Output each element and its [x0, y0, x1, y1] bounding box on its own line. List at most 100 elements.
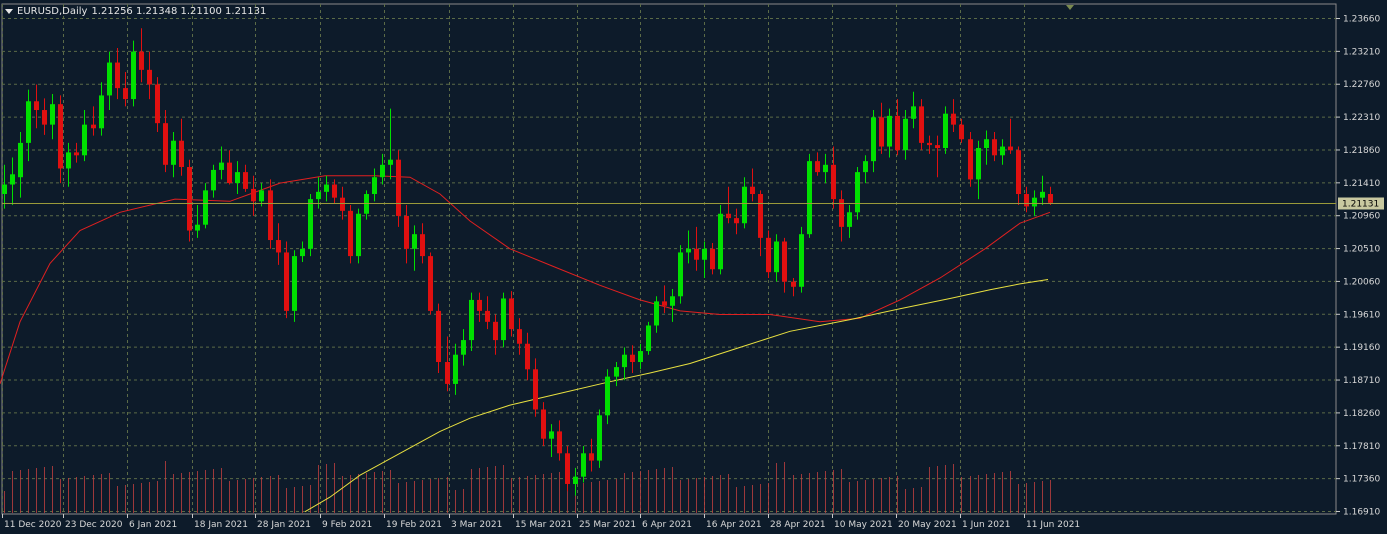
candle-body: [268, 190, 273, 241]
candle-body: [251, 188, 256, 202]
candle-body: [42, 110, 47, 125]
time-axis: 11 Dec 2020 23 Dec 2020 6 Jan 2021 18 Jan 2…: [2, 514, 1080, 530]
candle-body: [750, 186, 755, 195]
candle-body: [943, 113, 948, 149]
candle-body: [662, 301, 667, 306]
candle-body: [284, 252, 289, 311]
candle-body: [694, 248, 699, 260]
price-tick-label: 1.21860: [1343, 146, 1380, 156]
candle-body: [959, 124, 964, 140]
candle-body: [300, 248, 305, 257]
candle-body: [614, 367, 619, 377]
candle-body: [18, 142, 23, 178]
candle-body: [670, 296, 675, 306]
candle-body: [597, 415, 602, 461]
candle-body: [203, 190, 208, 225]
candle-body: [461, 340, 466, 355]
candle-body: [1032, 197, 1037, 207]
volume-histogram: [4, 461, 1051, 513]
symbol-header: EURUSD,Daily 1.21256 1.21348 1.21100 1.2…: [5, 4, 266, 18]
price-tick-label: 1.20060: [1343, 277, 1380, 287]
candle-body: [766, 237, 771, 273]
candle-body: [533, 369, 538, 410]
candle-body: [332, 184, 337, 198]
candle-body: [50, 104, 55, 125]
candle-body: [863, 161, 868, 173]
candle-body: [951, 113, 956, 125]
candle-body: [380, 164, 385, 178]
candle-body: [831, 164, 836, 200]
time-tick-label: 1 Jun 2021: [962, 520, 1010, 530]
candle-body: [340, 197, 345, 211]
candle-body: [710, 248, 715, 270]
candle-body: [678, 252, 683, 297]
time-tick-label: 20 May 2021: [898, 520, 957, 530]
price-tick-label: 1.23210: [1343, 47, 1380, 57]
candle-body: [404, 215, 409, 249]
ma-fast-line: [0, 175, 1051, 385]
price-tick-label: 1.17810: [1343, 442, 1380, 452]
candle-body: [436, 310, 441, 363]
candle-body: [211, 169, 216, 191]
candle-body: [1040, 191, 1045, 198]
candle-body: [758, 194, 763, 238]
candle-body: [774, 241, 779, 273]
candle-body: [316, 191, 321, 200]
time-tick-label: 28 Jan 2021: [257, 520, 311, 530]
candle-body: [348, 210, 353, 257]
time-tick-label: 16 Apr 2021: [706, 520, 762, 530]
time-tick-label: 18 Jan 2021: [194, 520, 248, 530]
candle-body: [992, 139, 997, 156]
candle-body: [74, 152, 79, 156]
candle-body: [356, 213, 361, 257]
candle-body: [469, 299, 474, 341]
time-tick-label: 11 Jun 2021: [1026, 520, 1080, 530]
candle-body: [276, 240, 281, 253]
candle-body: [968, 139, 973, 180]
candle-body: [742, 186, 747, 224]
price-tick-label: 1.22310: [1343, 113, 1380, 123]
candle-body: [605, 376, 610, 416]
time-tick-label: 9 Feb 2021: [322, 520, 372, 530]
candle-body: [638, 351, 643, 363]
price-tick-label: 1.23660: [1343, 15, 1380, 25]
price-tick-label: 1.20510: [1343, 245, 1380, 255]
symbol-label: EURUSD,Daily: [17, 5, 88, 17]
price-axis: 1.23660 1.23210 1.22760 1.22310 1.21860 1.214…: [1336, 15, 1380, 518]
candle-body: [139, 51, 144, 70]
time-tick-label: 11 Dec 2020: [4, 520, 62, 530]
candle-body: [501, 298, 506, 341]
collapse-arrow-icon[interactable]: [5, 8, 13, 14]
candle-body: [815, 161, 820, 173]
time-tick-label: 6 Apr 2021: [642, 520, 692, 530]
current-price-label: 1.21131: [1342, 200, 1379, 210]
candle-body: [235, 172, 240, 184]
time-tick-label: 28 Apr 2021: [770, 520, 826, 530]
price-tick-label: 1.16910: [1343, 508, 1380, 518]
candle-body: [34, 101, 39, 111]
candle-body: [372, 177, 377, 195]
candle-body: [976, 148, 981, 180]
price-tick-label: 1.21410: [1343, 179, 1380, 189]
candle-body: [541, 409, 546, 439]
candle-body: [839, 199, 844, 227]
candle-body: [911, 106, 916, 119]
candle-body: [485, 310, 490, 322]
plot-frame: [1, 3, 1337, 515]
candle-body: [887, 115, 892, 147]
candle-body: [179, 140, 184, 167]
candle-body: [1024, 194, 1029, 207]
candle-body: [903, 118, 908, 151]
price-tick-label: 1.18260: [1343, 409, 1380, 419]
time-tick-label: 10 May 2021: [834, 520, 893, 530]
time-tick-label: 23 Dec 2020: [65, 520, 123, 530]
candle-body: [58, 104, 63, 169]
candle-body: [565, 453, 570, 484]
candle-body: [115, 62, 120, 89]
ohlc-values: 1.21256 1.21348 1.21100 1.21131: [91, 5, 267, 17]
price-tick-label: 1.20960: [1343, 212, 1380, 222]
candle-body: [573, 476, 578, 484]
candle-body: [782, 241, 787, 282]
